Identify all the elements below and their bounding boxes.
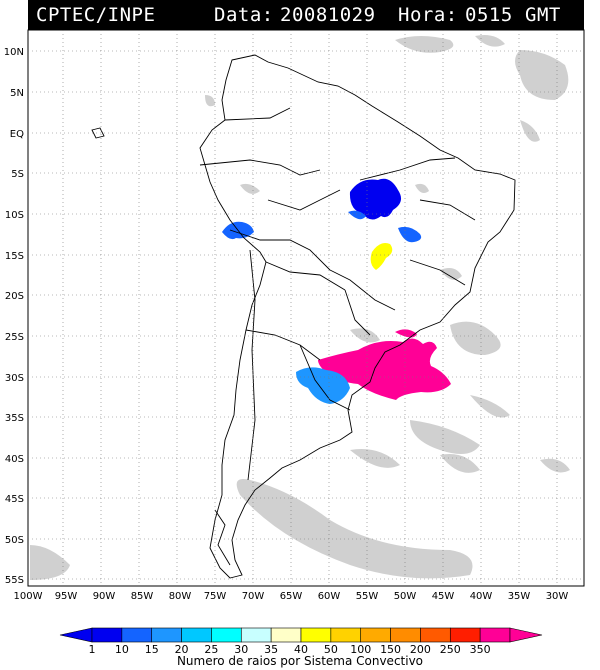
lat-label: 5N <box>10 88 24 99</box>
system-tocantins <box>398 226 422 243</box>
legend-swatch <box>420 627 451 643</box>
lat-label: 35S <box>5 413 24 424</box>
legend-swatch <box>300 627 332 643</box>
legend-tick-label: 1 <box>89 643 96 656</box>
lat-label: 10N <box>4 47 24 58</box>
map-frame <box>27 29 585 587</box>
system-amazon-south <box>348 210 366 220</box>
lat-labels: 10N 5N EQ 5S 10S 15S 20S 25S 30S 35S 40S… <box>4 47 24 586</box>
legend-tick-label: 150 <box>380 643 401 656</box>
lon-label: 65W <box>280 591 303 602</box>
legend-swatch <box>240 627 272 643</box>
lat-label: 5S <box>11 169 24 180</box>
legend-swatch <box>390 627 421 643</box>
lon-label: 75W <box>204 591 227 602</box>
lon-label: 60W <box>318 591 341 602</box>
legend-tick-label: 40 <box>294 643 308 656</box>
legend-swatch <box>330 627 362 643</box>
lat-label: 10S <box>5 210 24 221</box>
legend-tick-label: 50 <box>324 643 338 656</box>
legend-tick-label: 10 <box>115 643 129 656</box>
system-south-brazil <box>318 338 451 400</box>
color-legend: 1 10 15 20 25 30 35 40 50 100 150 200 250 350 <box>59 627 543 656</box>
lat-label: 15S <box>5 251 24 262</box>
system-amazon-north <box>349 178 402 220</box>
lon-labels: 100W 95W 90W 85W 80W 75W 70W 65W 60W 55W… <box>14 591 569 602</box>
legend-swatch <box>479 627 511 643</box>
lon-label: 100W <box>14 591 43 602</box>
lon-label: 55W <box>356 591 379 602</box>
system-goias <box>370 243 393 270</box>
coastlines <box>91 54 516 579</box>
legend-tick-label: 200 <box>410 643 431 656</box>
legend-tick-label: 100 <box>350 643 371 656</box>
date-label: Data: <box>214 4 274 26</box>
lat-label: 30S <box>5 373 24 384</box>
legend-arrow-right <box>509 627 543 643</box>
cloud-cover <box>30 35 570 580</box>
lat-label: EQ <box>10 129 24 140</box>
legend-tick-label: 20 <box>175 643 189 656</box>
legend-tick-label: 350 <box>470 643 491 656</box>
legend-swatch <box>121 627 153 643</box>
source-label: CPTEC/INPE <box>36 4 156 26</box>
lon-label: 90W <box>93 591 116 602</box>
lat-label: 50S <box>5 535 24 546</box>
graticule <box>28 30 584 586</box>
legend-swatch <box>270 627 302 643</box>
lon-label: 45W <box>432 591 455 602</box>
lon-label: 85W <box>131 591 154 602</box>
lat-label: 20S <box>5 291 24 302</box>
convective-systems <box>222 178 451 404</box>
legend-swatch <box>181 627 212 643</box>
legend-tick-label: 15 <box>145 643 159 656</box>
lat-label: 45S <box>5 494 24 505</box>
time-value: 0515 <box>465 4 513 26</box>
lon-label: 80W <box>169 591 192 602</box>
legend-swatch <box>449 627 481 643</box>
title-bar: CPTEC/INPE Data: 20081029 Hora: 0515 GMT <box>28 0 584 30</box>
legend-arrow-left <box>59 627 93 643</box>
lat-label: 40S <box>5 454 24 465</box>
lon-label: 30W <box>546 591 569 602</box>
legend-tick-label: 250 <box>440 643 461 656</box>
time-label: Hora: <box>398 4 458 26</box>
lat-label: 55S <box>5 575 24 586</box>
legend-swatch <box>91 627 123 643</box>
legend-caption: Numero de raios por Sistema Convectivo <box>176 654 424 668</box>
legend-tick-label: 30 <box>234 643 248 656</box>
lat-label: 25S <box>5 332 24 343</box>
legend-swatch <box>151 627 182 643</box>
legend-swatch <box>360 627 391 643</box>
date-value: 20081029 <box>280 4 376 26</box>
timezone-value: GMT <box>525 4 561 26</box>
lon-label: 35W <box>508 591 531 602</box>
system-parana-east <box>395 329 417 338</box>
lon-label: 50W <box>394 591 417 602</box>
lon-label: 95W <box>55 591 78 602</box>
legend-tick-label: 35 <box>264 643 278 656</box>
legend-swatch <box>211 627 242 643</box>
lon-label: 70W <box>242 591 265 602</box>
legend-tick-label: 25 <box>204 643 218 656</box>
system-argentina <box>296 367 350 404</box>
lon-label: 40W <box>470 591 493 602</box>
